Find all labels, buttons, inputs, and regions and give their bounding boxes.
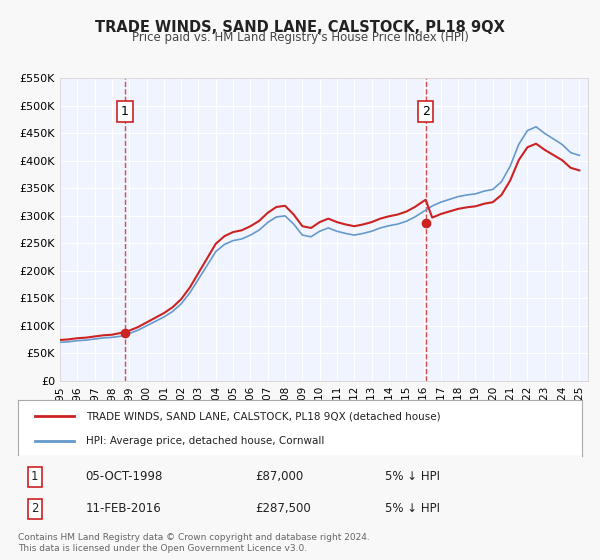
- Text: 1: 1: [31, 470, 38, 483]
- Text: Price paid vs. HM Land Registry's House Price Index (HPI): Price paid vs. HM Land Registry's House …: [131, 31, 469, 44]
- Text: TRADE WINDS, SAND LANE, CALSTOCK, PL18 9QX (detached house): TRADE WINDS, SAND LANE, CALSTOCK, PL18 9…: [86, 411, 440, 421]
- Text: £87,000: £87,000: [255, 470, 303, 483]
- Text: 05-OCT-1998: 05-OCT-1998: [86, 470, 163, 483]
- Text: 5% ↓ HPI: 5% ↓ HPI: [385, 470, 440, 483]
- Text: HPI: Average price, detached house, Cornwall: HPI: Average price, detached house, Corn…: [86, 436, 324, 446]
- Text: 1: 1: [121, 105, 129, 118]
- Text: 11-FEB-2016: 11-FEB-2016: [86, 502, 161, 515]
- Text: Contains HM Land Registry data © Crown copyright and database right 2024.
This d: Contains HM Land Registry data © Crown c…: [18, 533, 370, 553]
- Text: TRADE WINDS, SAND LANE, CALSTOCK, PL18 9QX: TRADE WINDS, SAND LANE, CALSTOCK, PL18 9…: [95, 20, 505, 35]
- Text: 5% ↓ HPI: 5% ↓ HPI: [385, 502, 440, 515]
- Text: 2: 2: [422, 105, 430, 118]
- Text: £287,500: £287,500: [255, 502, 311, 515]
- Text: 2: 2: [31, 502, 38, 515]
